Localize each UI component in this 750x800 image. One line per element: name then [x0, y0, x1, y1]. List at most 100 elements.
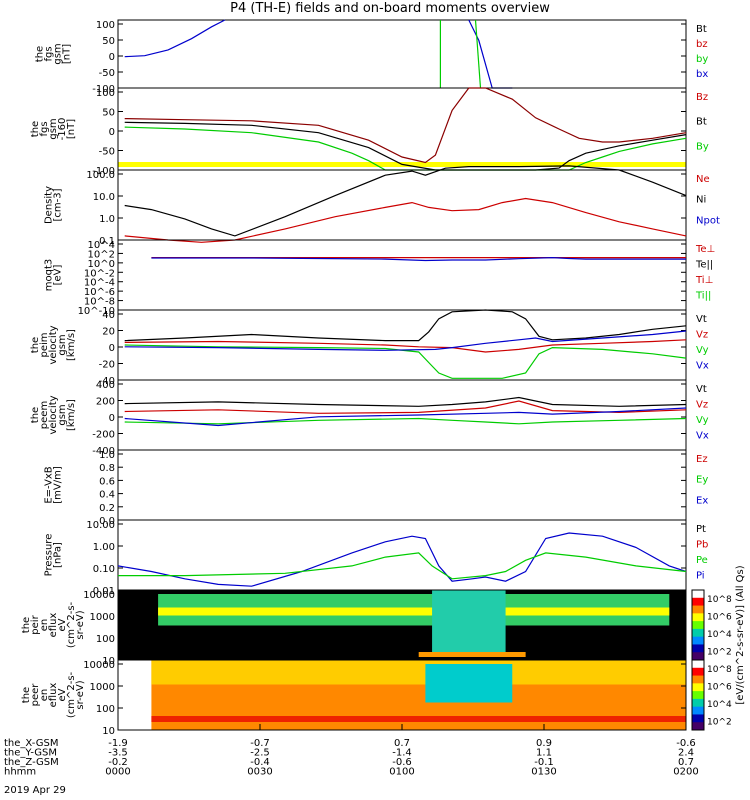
panel-frame	[117, 449, 687, 521]
spectrogram-sheath-region	[432, 590, 506, 652]
y-axis-label: Pressure[nPa]	[44, 534, 64, 577]
x-tick-label: 0.7	[394, 738, 410, 749]
legend: Ne Ni Npot	[696, 174, 720, 226]
y-axis-label: moqt3[eV]	[44, 259, 64, 292]
x-tick-label: 0200	[673, 767, 698, 778]
legend-entry: Ez	[696, 454, 708, 465]
x-tick-label: -0.4	[250, 757, 270, 768]
panel-3: 100.0 10.0 1.0 0.1 Density[cm-3] Ne Ni Npot	[44, 165, 720, 247]
colorbar-tick-label: 10^8	[707, 595, 732, 605]
y-tick-label: 0.01	[93, 586, 115, 597]
spectrogram-band-upper	[151, 660, 687, 685]
legend-entry: Pt	[696, 524, 706, 535]
legend-entry: Te||	[695, 260, 713, 271]
series-line-bx	[124, 19, 226, 58]
legend-entry: Vz	[696, 400, 708, 411]
colorbar-segment	[692, 605, 704, 614]
legend-entry: By	[696, 141, 709, 152]
colorbar-segment	[692, 636, 704, 645]
legend-entry: Bt	[696, 117, 707, 128]
y-tick-label: -100	[92, 166, 115, 177]
x-tick-label: 1.1	[536, 748, 552, 759]
legend-entry: Vz	[696, 330, 708, 341]
colorbar-segment	[692, 628, 704, 638]
legend-entry: Vy	[696, 345, 709, 356]
legend: Vt Vz Vy Vx	[696, 384, 709, 442]
y-tick-label: 100	[96, 88, 115, 99]
legend-entry: Vy	[696, 415, 709, 426]
y-tick-label: 0	[109, 413, 115, 424]
y-tick-label: 1.00	[93, 542, 115, 553]
y-axis-label-line: (cm^2-s-	[66, 671, 77, 718]
y-tick-label: -50	[99, 68, 115, 79]
x-tick-label: -3.5	[108, 748, 128, 759]
y-axis-label-line: en	[39, 689, 50, 702]
colorbar-tick-label: 10^4	[707, 630, 732, 640]
y-tick-label: -200	[92, 430, 115, 441]
y-tick-label: 0.6	[99, 476, 115, 487]
y-axis-label-line: gsm	[57, 334, 68, 355]
series-line-bz	[124, 87, 687, 164]
y-axis-label-line: peir	[30, 614, 41, 634]
y-axis-label-line: [nPa]	[53, 542, 64, 568]
y-axis-label-line: velocity	[48, 395, 59, 434]
colorbar-segment	[692, 698, 704, 708]
x-tick-label: -0.6	[392, 757, 412, 768]
colorbar-segment	[692, 675, 704, 684]
colorbar-tick-label: 10^6	[707, 613, 732, 623]
colorbar-segment	[692, 652, 704, 661]
colorbar-tick-label: 10^2	[707, 648, 732, 658]
spectrogram-low-energy-band	[151, 716, 687, 722]
y-axis-label-line: [mV/m]	[53, 466, 64, 504]
legend-entry: bz	[696, 39, 708, 50]
legend-entry: Ti⊥	[695, 275, 713, 286]
y-axis-label-line: the	[30, 121, 41, 137]
legend-entry: Vt	[696, 314, 707, 325]
y-axis-label-line: fgs	[44, 46, 55, 61]
colorbar-segment	[692, 613, 704, 622]
panel-7: 1.0 0.8 0.6 0.4 0.2 0.0 E=-VxB[mV/m] Ez Ey Ex	[44, 449, 708, 527]
y-tick-label: 400	[96, 380, 115, 391]
y-tick-label: 40	[102, 310, 115, 321]
y-axis-label-line: [km/s]	[66, 329, 77, 361]
y-axis-label-line: [nT]	[62, 44, 73, 64]
y-tick-label: -100	[92, 84, 115, 95]
y-tick-label: 0.10	[93, 564, 115, 575]
y-tick-label: 10^4	[88, 240, 115, 251]
y-tick-label: 100.0	[86, 170, 115, 181]
series-line-vz	[124, 339, 687, 353]
panel-frame	[117, 19, 687, 89]
x-tick-label: -0.7	[250, 738, 270, 749]
series-line-vz	[124, 400, 687, 414]
y-tick-label: 1.0	[99, 450, 115, 461]
date-label: 2019 Apr 29	[4, 785, 66, 796]
y-tick-label: 0	[109, 343, 115, 354]
y-axis-label-line: gsm	[53, 43, 64, 64]
x-axis-row-label: hhmm	[4, 767, 36, 778]
legend-entry: Pe	[696, 555, 708, 566]
y-tick-label: 10^-8	[84, 297, 115, 308]
colorbar-segment	[692, 590, 704, 599]
x-tick-label: -0.6	[676, 738, 696, 749]
y-axis-label-line: [nT]	[66, 119, 77, 139]
y-tick-label: 0.8	[99, 463, 115, 474]
panel-8: 10.00 1.00 0.10 0.01 Pressure[nPa] Pt Pb Pe Pi	[44, 519, 708, 597]
colorbar-tick-label: 10^6	[707, 683, 732, 693]
y-tick-label: 100	[96, 20, 115, 31]
y-axis-label-line: E=-VxB	[44, 466, 55, 503]
y-axis-label-line: sr-eV)	[75, 610, 86, 639]
y-axis-label-line: fgs	[39, 121, 50, 136]
x-tick-label: 0030	[247, 767, 272, 778]
y-axis-label-line: eflux	[48, 683, 59, 708]
legend: Vt Vz Vy Vx	[696, 314, 709, 372]
colorbar-segment	[692, 722, 704, 731]
colorbar-segment	[692, 621, 704, 630]
y-tick-label: 10000	[83, 660, 115, 671]
colorbar-segment	[692, 597, 704, 607]
colorbar-segment	[692, 644, 704, 653]
